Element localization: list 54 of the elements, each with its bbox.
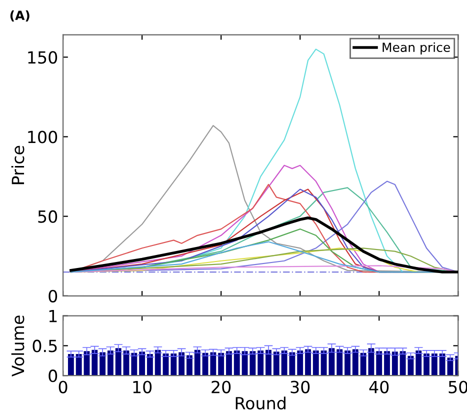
bar (344, 350, 350, 376)
bar (218, 352, 224, 376)
bar (115, 348, 122, 376)
bar (107, 350, 114, 376)
y-tick-label: 0 (48, 290, 58, 302)
bar (297, 350, 304, 376)
bar (139, 352, 146, 376)
bar (170, 353, 177, 376)
bar (352, 349, 358, 376)
bar (178, 352, 185, 376)
bar (147, 354, 153, 376)
y-tick-label: 0 (48, 370, 58, 382)
bar (273, 352, 280, 376)
x-tick-label: 30 (290, 380, 310, 394)
bar (305, 349, 311, 376)
y-tick-label: 1 (49, 310, 57, 322)
bar (400, 351, 406, 376)
x-axis-title: Round (236, 396, 286, 410)
bar (384, 351, 390, 376)
y-tick-label: 100 (28, 130, 58, 144)
x-tick-label: 10 (133, 380, 152, 394)
y-tick-label: 50 (38, 210, 58, 223)
bar (424, 353, 430, 376)
bar (92, 350, 98, 376)
x-tick-label: 40 (369, 380, 389, 394)
bar (186, 355, 192, 376)
bar (416, 350, 422, 376)
bar (431, 353, 438, 376)
bar (131, 352, 138, 376)
y-axis-title: Volume (11, 316, 24, 377)
legend-label: Mean price (382, 42, 450, 54)
bar (336, 349, 343, 376)
bar (439, 353, 446, 376)
x-tick-label: 0 (58, 380, 68, 394)
x-tick-label: 20 (212, 380, 231, 394)
chart-title: (A) (10, 10, 30, 22)
bar (312, 350, 319, 376)
bar (226, 351, 232, 376)
y-tick-label: 0.5 (32, 340, 57, 352)
bar (76, 354, 82, 376)
bar (154, 350, 161, 376)
bar (68, 354, 74, 376)
bar (234, 350, 240, 376)
bar (194, 350, 200, 376)
bar (210, 352, 216, 376)
bar (392, 352, 398, 376)
y-axis-title: Price (11, 146, 24, 184)
bar (100, 352, 106, 376)
bar (250, 351, 256, 376)
line-series (70, 216, 458, 274)
bar (258, 350, 264, 376)
bar (376, 351, 382, 376)
y-tick-label: 150 (28, 51, 58, 64)
bar (266, 350, 272, 376)
